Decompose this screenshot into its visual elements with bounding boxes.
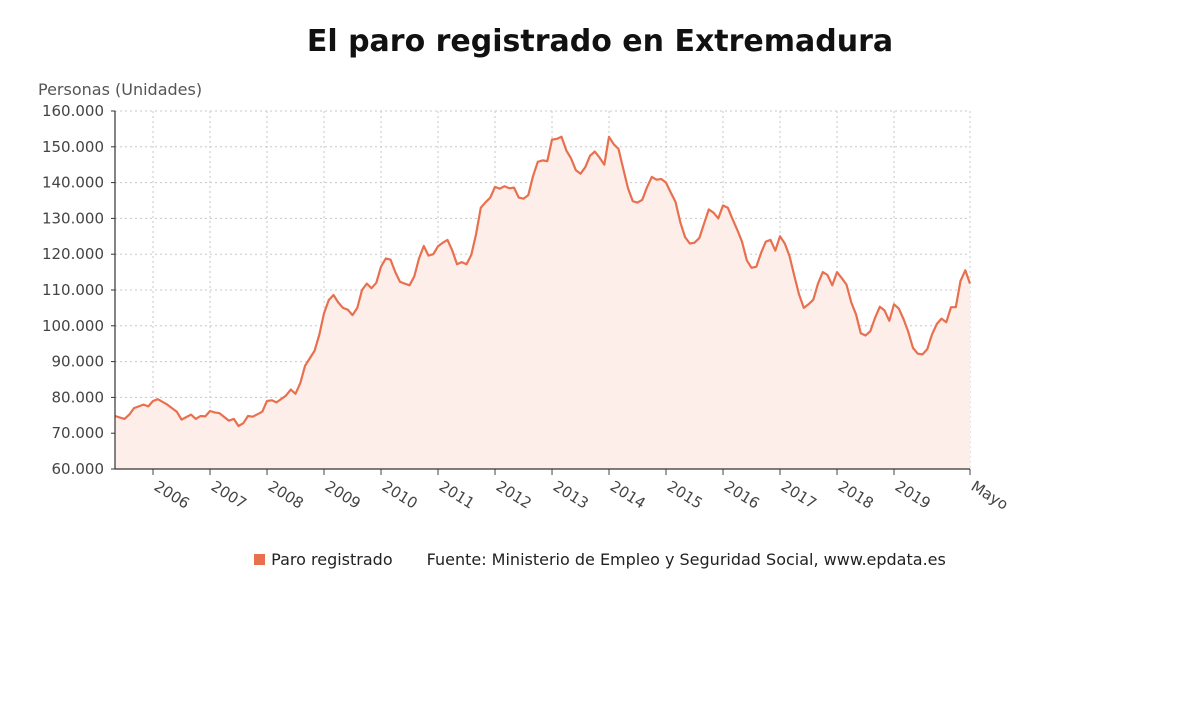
y-tick-label: 80.000 <box>52 388 105 406</box>
y-tick-label: 70.000 <box>52 424 105 442</box>
y-tick-label: 140.000 <box>42 174 104 192</box>
legend: Paro registrado Fuente: Ministerio de Emp… <box>0 550 1200 569</box>
y-tick-label: 110.000 <box>42 281 104 299</box>
x-tick-label: 2010 <box>379 477 421 513</box>
source-note: Fuente: Ministerio de Empleo y Seguridad… <box>426 550 946 569</box>
x-tick-label: 2012 <box>493 477 535 513</box>
x-tick-label: 2009 <box>322 477 364 513</box>
x-tick-label: 2019 <box>892 477 934 513</box>
y-tick-label: 90.000 <box>52 353 105 371</box>
x-tick-label: 2006 <box>151 477 193 513</box>
x-tick-label: 2007 <box>208 477 250 513</box>
x-tick-label: 2017 <box>778 477 820 513</box>
x-tick-label: 2008 <box>265 477 307 513</box>
y-tick-label: 150.000 <box>42 138 104 156</box>
y-tick-label: 130.000 <box>42 209 104 227</box>
x-tick-labels: 2006 2007 2008 2009 2010 2011 2012 2013 2014 2015… <box>151 477 1012 514</box>
y-tick-label: 60.000 <box>52 460 105 478</box>
series-area-fill <box>115 136 970 470</box>
x-tick-label: 2016 <box>721 477 763 513</box>
x-tick-label: 2015 <box>664 477 706 513</box>
y-tick-labels: 60.000 70.000 80.000 90.000 100.000 110.000 12… <box>42 102 104 478</box>
y-tick-label: 100.000 <box>42 317 104 335</box>
y-axis-label: Personas (Unidades) <box>38 80 203 99</box>
chart-title: El paro registrado en Extremadura <box>306 24 894 59</box>
y-tick-label: 160.000 <box>42 102 104 120</box>
x-tick-label: 2014 <box>607 477 649 513</box>
x-tick-label: Mayo <box>968 477 1012 514</box>
series-line-paro-registrado <box>114 135 972 428</box>
x-tick-label: 2018 <box>835 477 877 513</box>
area-layer <box>114 135 972 470</box>
legend-swatch <box>254 554 266 565</box>
x-tick-label: 2011 <box>436 477 478 513</box>
y-tick-label: 120.000 <box>42 245 104 263</box>
x-tick-label: 2013 <box>550 477 592 513</box>
legend-series-label: Paro registrado <box>271 550 393 569</box>
axis-layer <box>111 110 971 475</box>
